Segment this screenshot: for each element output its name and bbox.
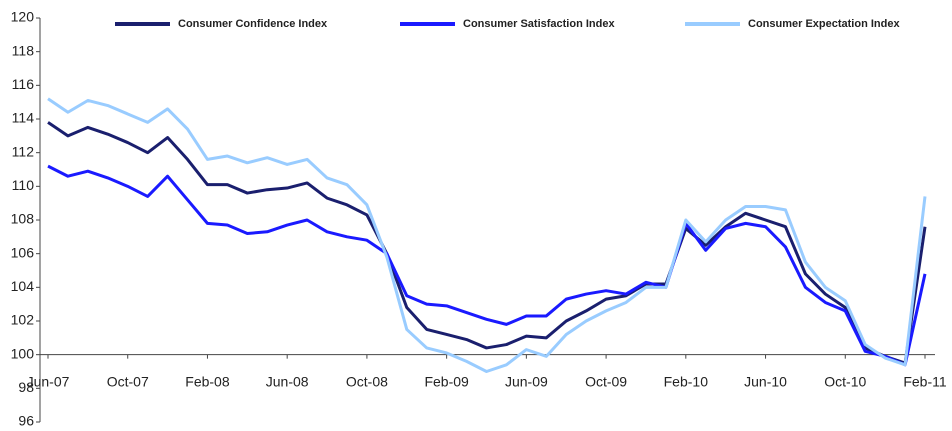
y-tick-label: 110: [12, 177, 35, 193]
x-tick-label: Oct-08: [346, 373, 388, 389]
x-tick-label: Oct-07: [107, 373, 149, 389]
x-tick-label: Jun-09: [505, 373, 548, 389]
y-tick-label: 104: [11, 278, 35, 294]
series-line: [47, 121, 927, 365]
x-tick-label: Feb-08: [185, 373, 230, 389]
y-tick-label: 102: [11, 312, 35, 328]
y-tick-label: 116: [12, 76, 35, 92]
y-tick-label: 100: [11, 345, 35, 361]
x-tick-label: Oct-09: [585, 373, 627, 389]
y-tick-label: 112: [12, 143, 35, 159]
x-tick-label: Oct-10: [824, 373, 866, 389]
y-tick-label: 96: [18, 413, 34, 429]
y-tick-label: 108: [11, 211, 35, 227]
y-tick-label: 114: [12, 110, 35, 126]
legend-label: Consumer Satisfaction Index: [463, 18, 615, 30]
legend-label: Consumer Confidence Index: [178, 18, 328, 30]
x-tick-label: Feb-10: [664, 373, 709, 389]
x-tick-label: Feb-11: [903, 373, 947, 389]
series-line: [47, 164, 927, 367]
y-tick-label: 118: [12, 42, 35, 58]
x-tick-label: Jun-10: [744, 373, 787, 389]
x-tick-label: Jun-08: [266, 373, 309, 389]
series-line: [47, 97, 927, 373]
x-tick-label: Feb-09: [424, 373, 469, 389]
y-tick-label: 120: [11, 9, 35, 25]
legend-label: Consumer Expectation Index: [748, 18, 900, 30]
x-tick-label: Jun-07: [27, 373, 70, 389]
y-tick-label: 106: [11, 244, 35, 260]
y-tick-label: 98: [18, 379, 34, 395]
